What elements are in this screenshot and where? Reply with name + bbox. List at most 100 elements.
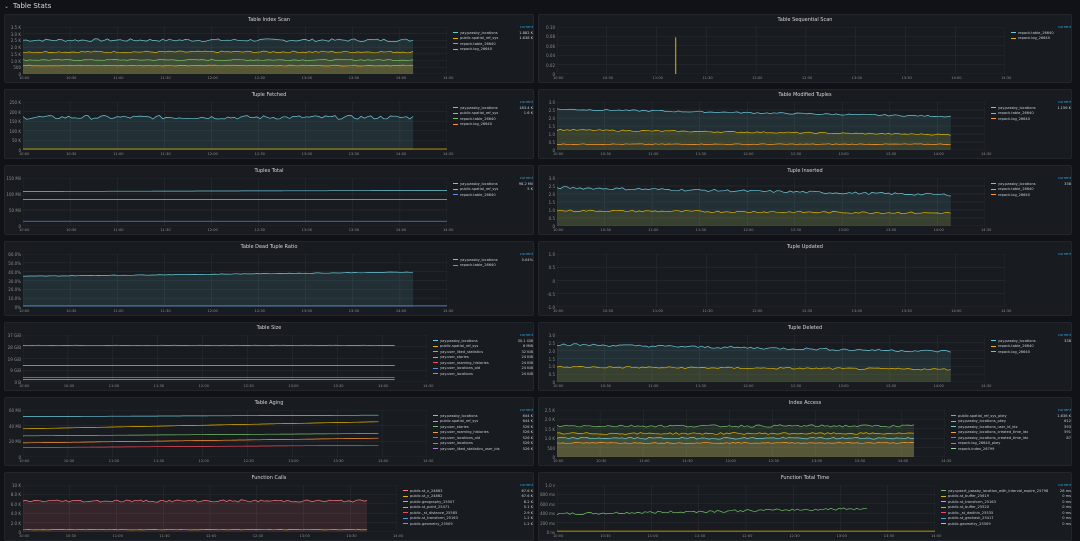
chevron-down-icon[interactable]: ⌄ — [4, 3, 9, 10]
legend-sort-header[interactable]: current — [1011, 25, 1071, 29]
panel-title[interactable]: Table Sequential Scan — [539, 17, 1071, 23]
legend-item[interactable]: repack.table_26640 — [991, 111, 1071, 117]
legend-item[interactable]: repack.table_26640 — [453, 263, 533, 269]
legend-sort-header[interactable]: current — [453, 25, 533, 29]
legend-item[interactable]: repack.table_26640 — [453, 192, 533, 198]
legend-item[interactable]: repack.log_26640 — [453, 47, 533, 53]
legend-item[interactable]: repack.log_26640 — [453, 122, 533, 128]
legend-item[interactable]: repack.table_26640 — [991, 344, 1071, 350]
legend-item[interactable]: repack.index_26799 — [951, 446, 1071, 452]
legend-item[interactable]: repack.table_26640 — [1011, 30, 1071, 36]
plot-area[interactable] — [23, 485, 397, 532]
panel-title[interactable]: Table Aging — [5, 400, 533, 406]
legend-item[interactable]: repack.log_26640 — [1011, 36, 1071, 42]
plot-area[interactable] — [557, 485, 935, 532]
legend-sort-header[interactable]: current — [1011, 252, 1071, 256]
legend-sort-header[interactable]: current — [453, 100, 533, 104]
plot-area[interactable] — [557, 335, 985, 382]
panel-title[interactable]: Tuple Deleted — [539, 325, 1071, 331]
panel-title[interactable]: Table Dead Tuple Ratio — [5, 244, 533, 250]
legend-sort-header[interactable]: current — [453, 252, 533, 256]
legend-sort-header[interactable]: current — [991, 176, 1071, 180]
plot-area[interactable] — [23, 335, 427, 382]
legend-sort-header[interactable]: current — [951, 408, 1071, 412]
legend-sort-header[interactable]: current — [991, 100, 1071, 104]
legend-sort-header[interactable]: current — [433, 333, 533, 337]
plot-area[interactable] — [23, 410, 427, 457]
plot-area[interactable] — [23, 254, 447, 307]
legend-sort-header[interactable]: current — [433, 408, 533, 412]
panel-title[interactable]: Tuples Total — [5, 168, 533, 174]
panel-title[interactable]: Tuple Fetched — [5, 92, 533, 98]
legend-sort-header[interactable]: current — [941, 483, 1071, 487]
plot-area[interactable] — [557, 178, 985, 226]
plot-area[interactable] — [557, 254, 1005, 307]
legend-item[interactable]: repack.table_26640 — [453, 116, 533, 122]
plot-area[interactable] — [23, 178, 447, 226]
panel-title[interactable]: Function Calls — [5, 475, 533, 481]
panel-title[interactable]: Index Access — [539, 400, 1071, 406]
plot-area[interactable] — [557, 27, 1005, 74]
legend-sort-header[interactable]: current — [403, 483, 533, 487]
panel-title[interactable]: Tuple Updated — [539, 244, 1071, 250]
legend-item[interactable]: repack.table_26640 — [453, 41, 533, 47]
panel-title[interactable]: Table Size — [5, 325, 533, 331]
legend-item[interactable]: repack.table_26640 — [991, 187, 1071, 193]
legend-item[interactable]: repack.log_26640 — [991, 349, 1071, 355]
legend-item[interactable]: repack.log_26640 — [991, 116, 1071, 122]
plot-area[interactable] — [23, 102, 447, 150]
legend-item[interactable]: repack.log_26640_pkey — [951, 441, 1071, 447]
plot-area[interactable] — [557, 410, 945, 457]
legend-sort-header[interactable]: current — [991, 333, 1071, 337]
plot-area[interactable] — [23, 27, 447, 74]
legend-sort-header[interactable]: current — [453, 176, 533, 180]
panel-title[interactable]: Function Total Time — [539, 475, 1071, 481]
plot-area[interactable] — [557, 102, 985, 150]
panel-title[interactable]: Table Index Scan — [5, 17, 533, 23]
panel-title[interactable]: Tuple Inserted — [539, 168, 1071, 174]
panel-title[interactable]: Table Modified Tuples — [539, 92, 1071, 98]
legend-item[interactable]: repack.log_26640 — [991, 192, 1071, 198]
